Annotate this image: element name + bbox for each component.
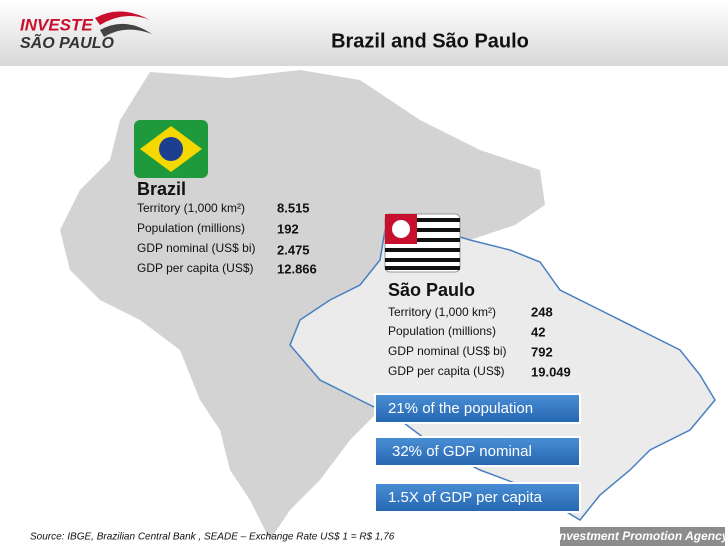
fact-label: Population (millions) — [388, 324, 496, 338]
agency-band — [560, 527, 725, 546]
fact-value: 192 — [277, 221, 299, 236]
fact-label: GDP per capita (US$) — [388, 364, 505, 378]
fact-value: 2.475 — [277, 242, 310, 257]
logo-text: INVESTE — [20, 15, 93, 34]
fact-label: Population (millions) — [137, 221, 245, 235]
brazil-map — [60, 70, 545, 540]
fact-value: 248 — [531, 304, 553, 319]
highlight-text: 1.5X of GDP per capita — [388, 489, 543, 506]
highlight-box — [374, 436, 581, 467]
flag-globe — [159, 137, 183, 161]
fact-value: 12.866 — [277, 261, 317, 276]
sao-paulo-map — [289, 224, 716, 521]
agency-name: Investment Promotion Agency — [556, 529, 728, 543]
highlight-box — [374, 482, 581, 513]
fact-label: Territory (1,000 km²) — [388, 305, 496, 319]
fact-value: 42 — [531, 324, 545, 339]
fact-value: 8.515 — [277, 200, 310, 215]
state-name: São Paulo — [388, 280, 475, 300]
logo-text: SÃO PAULO — [20, 32, 114, 52]
highlight-text: 21% of the population — [388, 400, 533, 417]
header-band — [0, 0, 728, 66]
logo-swoosh — [100, 23, 152, 37]
highlight-box — [374, 393, 581, 424]
flag-circle — [392, 220, 410, 238]
fact-label: Territory (1,000 km²) — [137, 201, 245, 215]
source-note: Source: IBGE, Brazilian Central Bank , S… — [30, 532, 395, 543]
fact-label: GDP per capita (US$) — [137, 261, 254, 275]
logo-swoosh — [95, 11, 150, 25]
fact-value: 19.049 — [531, 364, 571, 379]
fact-value: 792 — [531, 344, 553, 359]
title: Brazil and São Paulo — [331, 30, 529, 52]
country-name: Brazil — [137, 179, 186, 199]
fact-label: GDP nominal (US$ bi) — [388, 344, 507, 358]
highlight-text: 32% of GDP nominal — [392, 443, 532, 460]
fact-label: GDP nominal (US$ bi) — [137, 241, 256, 255]
flag-stripes — [385, 218, 460, 270]
